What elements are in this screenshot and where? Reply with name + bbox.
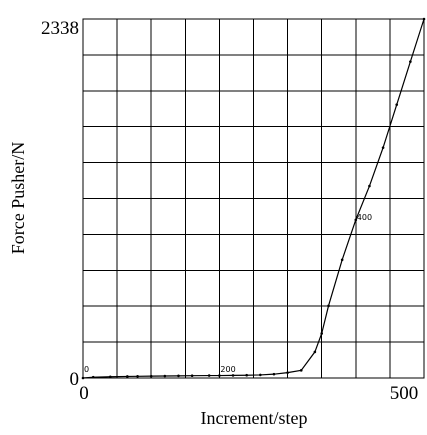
data-point [299, 369, 303, 372]
y-axis-label: Force Pusher/N [8, 142, 28, 254]
y-tick-label-min: 0 [70, 369, 80, 390]
x-axis-label: Increment/step [201, 408, 308, 428]
data-point [126, 375, 129, 378]
data-point [218, 374, 221, 377]
x-tick-label-max: 500 [390, 383, 419, 404]
data-point [381, 146, 385, 149]
x-tick-label-min: 0 [79, 383, 89, 404]
data-point [286, 371, 289, 374]
annotation-label: 0 [84, 365, 89, 374]
data-point [395, 103, 399, 106]
annotations: 0 200 400 [84, 213, 372, 374]
data-point [149, 374, 153, 378]
data-point [108, 375, 112, 379]
data-point [231, 374, 235, 377]
data-point [81, 376, 85, 380]
plot-frame [82, 18, 425, 379]
annotation-label: 200 [220, 365, 235, 374]
data-point [368, 184, 371, 188]
data-point [177, 374, 180, 378]
data-point [327, 304, 330, 308]
y-tick-label-max: 2338 [41, 18, 79, 39]
data-point [136, 375, 139, 378]
data-point [91, 375, 95, 379]
axes: 2338 0 0 500 Increment/step Force Pusher… [8, 18, 418, 428]
data-point [163, 374, 167, 378]
grid [82, 18, 425, 379]
data-series [81, 17, 426, 380]
data-point [272, 372, 276, 376]
data-point [409, 60, 412, 63]
data-point [320, 332, 324, 335]
data-point [245, 373, 248, 377]
data-point [313, 350, 317, 354]
data-point [422, 17, 426, 21]
data-point [354, 218, 358, 222]
data-point [259, 373, 262, 377]
data-point [207, 374, 211, 377]
annotation-label: 400 [357, 213, 372, 222]
data-point [340, 258, 344, 262]
data-point [190, 374, 194, 377]
